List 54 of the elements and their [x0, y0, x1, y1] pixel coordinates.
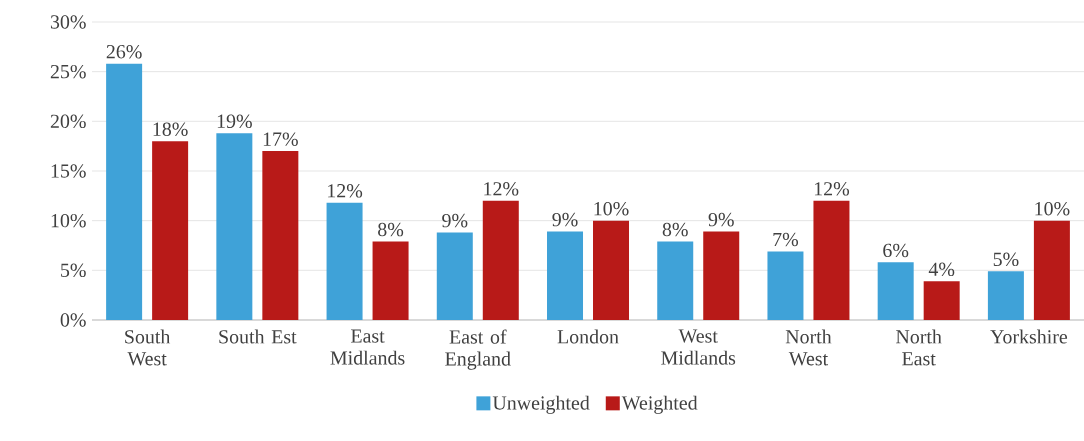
- legend-label: Weighted: [621, 395, 698, 414]
- data-label: 6%: [883, 243, 909, 258]
- bar: [703, 231, 740, 320]
- y-tick-label: 30%: [50, 15, 86, 29]
- x-tick-label: East of England: [445, 329, 511, 370]
- bar: [657, 241, 694, 320]
- y-tick-label: 15%: [51, 164, 86, 178]
- x-tick-label: South West: [125, 329, 171, 366]
- y-tick-label: 10%: [51, 213, 86, 228]
- data-label: 5%: [993, 252, 1019, 267]
- data-label: 10%: [1035, 201, 1070, 216]
- data-label: 9%: [552, 212, 578, 227]
- bar: [987, 271, 1024, 320]
- data-label: 8%: [662, 222, 688, 237]
- bar: [326, 202, 363, 320]
- data-label: 9%: [442, 213, 468, 228]
- data-label: 12%: [814, 182, 850, 196]
- x-tick-label: London: [557, 329, 619, 344]
- bar: [547, 231, 584, 320]
- bar: [813, 200, 850, 320]
- data-label: 19%: [217, 114, 252, 129]
- bar: [877, 262, 914, 320]
- bar: [482, 200, 519, 320]
- x-tick-label: East Midlands: [330, 329, 405, 365]
- bar: [152, 141, 189, 320]
- bar: [593, 220, 630, 320]
- data-label: 9%: [708, 212, 734, 227]
- data-label: 26%: [106, 45, 142, 59]
- data-label: 12%: [328, 184, 363, 198]
- bar: [262, 151, 299, 320]
- bar: [106, 63, 143, 320]
- data-label: 7%: [773, 232, 799, 247]
- y-tick-label: 0%: [60, 313, 86, 327]
- data-label: 12%: [484, 182, 519, 196]
- y-tick-label: 5%: [61, 263, 86, 278]
- bar: [923, 281, 960, 320]
- x-tick-label: North East: [896, 329, 942, 366]
- bar: [767, 251, 804, 320]
- x-tick-label: West Midlands: [661, 329, 736, 365]
- x-tick-label: North West: [785, 329, 832, 366]
- bar: [372, 241, 409, 320]
- data-label: 10%: [594, 201, 629, 216]
- bar: [216, 133, 253, 320]
- y-tick-label: 20%: [50, 114, 86, 129]
- bar: [1033, 220, 1070, 320]
- data-label: 4%: [928, 262, 955, 277]
- data-label: 8%: [378, 222, 404, 237]
- data-label: 17%: [263, 132, 298, 146]
- y-tick-label: 25%: [50, 64, 86, 79]
- x-tick-label: South Est: [219, 329, 297, 344]
- bar: [436, 232, 473, 320]
- x-tick-label: Yorkshire: [990, 329, 1068, 344]
- data-label: 18%: [153, 122, 188, 136]
- legend-label: Unweighted: [492, 395, 590, 414]
